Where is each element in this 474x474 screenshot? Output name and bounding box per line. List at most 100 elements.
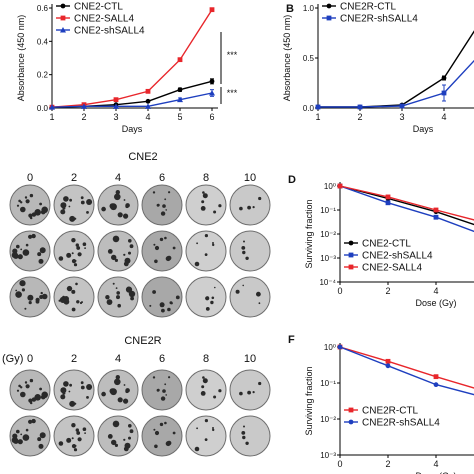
colony <box>15 244 20 249</box>
x-axis-label: Dose (Gy) <box>415 298 456 308</box>
colony <box>60 387 67 394</box>
colony <box>205 307 210 311</box>
colony <box>28 213 33 218</box>
legend-swatch-marker <box>60 3 66 9</box>
colony <box>129 429 134 434</box>
colony <box>168 191 171 194</box>
colony <box>28 419 33 424</box>
y-tick-label: 10⁰ <box>324 343 336 352</box>
data-point <box>441 90 447 96</box>
petri-dish <box>97 184 139 226</box>
colony <box>63 381 69 387</box>
legend-label: CNE2R-CTL <box>340 2 397 13</box>
cne2r-dose-labels: 0 2 4 6 8 10 <box>27 353 256 365</box>
colony <box>112 282 115 285</box>
colony <box>112 235 120 243</box>
colony <box>242 250 246 255</box>
series-line <box>51 92 213 108</box>
colony <box>115 375 121 380</box>
colony <box>239 206 243 211</box>
colony <box>86 211 89 214</box>
colony <box>15 291 22 298</box>
colony <box>123 253 126 256</box>
colony <box>71 238 76 243</box>
colony <box>123 446 129 452</box>
y-tick-label: 10⁻² <box>320 230 336 239</box>
petri-dish <box>53 230 95 272</box>
colony <box>22 249 30 256</box>
colony <box>38 443 44 449</box>
data-point <box>177 87 183 93</box>
data-point <box>209 78 215 84</box>
colony <box>202 193 208 199</box>
colony <box>34 209 41 216</box>
y-tick-label: 1.0 <box>303 4 315 13</box>
legend-swatch-marker <box>348 240 354 246</box>
colony <box>66 285 73 292</box>
colony <box>73 448 78 452</box>
x-tick-label: 4 <box>433 459 438 469</box>
dose-label: 10 <box>244 172 256 184</box>
colony <box>196 242 199 245</box>
colony <box>164 421 167 425</box>
colony <box>117 303 121 308</box>
data-point <box>357 104 363 110</box>
data-point <box>433 382 439 388</box>
colony <box>212 427 214 429</box>
colony <box>82 242 87 246</box>
colony <box>34 394 41 401</box>
data-point <box>385 363 391 369</box>
x-tick-label: 2 <box>385 459 390 469</box>
colony <box>123 213 129 219</box>
colony <box>63 196 69 202</box>
colony <box>66 252 72 258</box>
colony <box>164 236 167 240</box>
gy-unit-label: (Gy) <box>2 353 23 365</box>
colony <box>71 252 74 255</box>
colony <box>214 286 216 289</box>
colony <box>28 301 32 305</box>
petri-dish <box>141 276 183 318</box>
petri-dish <box>141 184 183 226</box>
colony <box>128 290 136 298</box>
colony <box>123 438 126 441</box>
data-point <box>209 7 215 13</box>
data-point <box>441 75 447 81</box>
colony <box>202 191 205 194</box>
colony <box>107 434 113 439</box>
colony <box>211 296 215 300</box>
colony <box>20 206 26 213</box>
colony <box>170 302 173 305</box>
x-tick-label: 2 <box>357 112 362 122</box>
colony <box>123 199 126 201</box>
petri-dish <box>9 369 51 411</box>
colony <box>161 308 165 313</box>
x-tick-label: 2 <box>385 286 390 296</box>
colony <box>258 381 262 386</box>
y-axis-label: Absorbance (450 nm) <box>282 15 292 102</box>
data-point <box>433 374 439 380</box>
colony <box>117 397 123 403</box>
colony <box>162 389 166 393</box>
legend-label: CNE2-CTL <box>362 239 411 250</box>
colony <box>204 253 208 256</box>
colony <box>82 427 87 432</box>
colony <box>202 378 208 384</box>
colony <box>58 441 64 446</box>
colony <box>60 209 66 215</box>
colony <box>245 441 249 445</box>
colony <box>13 253 19 259</box>
colony <box>210 300 214 305</box>
colony <box>71 437 74 440</box>
petri-dish <box>229 415 271 457</box>
petri-dish <box>229 184 271 226</box>
petri-dish <box>229 369 271 411</box>
significance-annotation: *** <box>227 50 238 60</box>
colony <box>84 247 86 250</box>
colony <box>75 428 80 432</box>
data-point <box>315 104 321 110</box>
colony <box>20 201 23 204</box>
